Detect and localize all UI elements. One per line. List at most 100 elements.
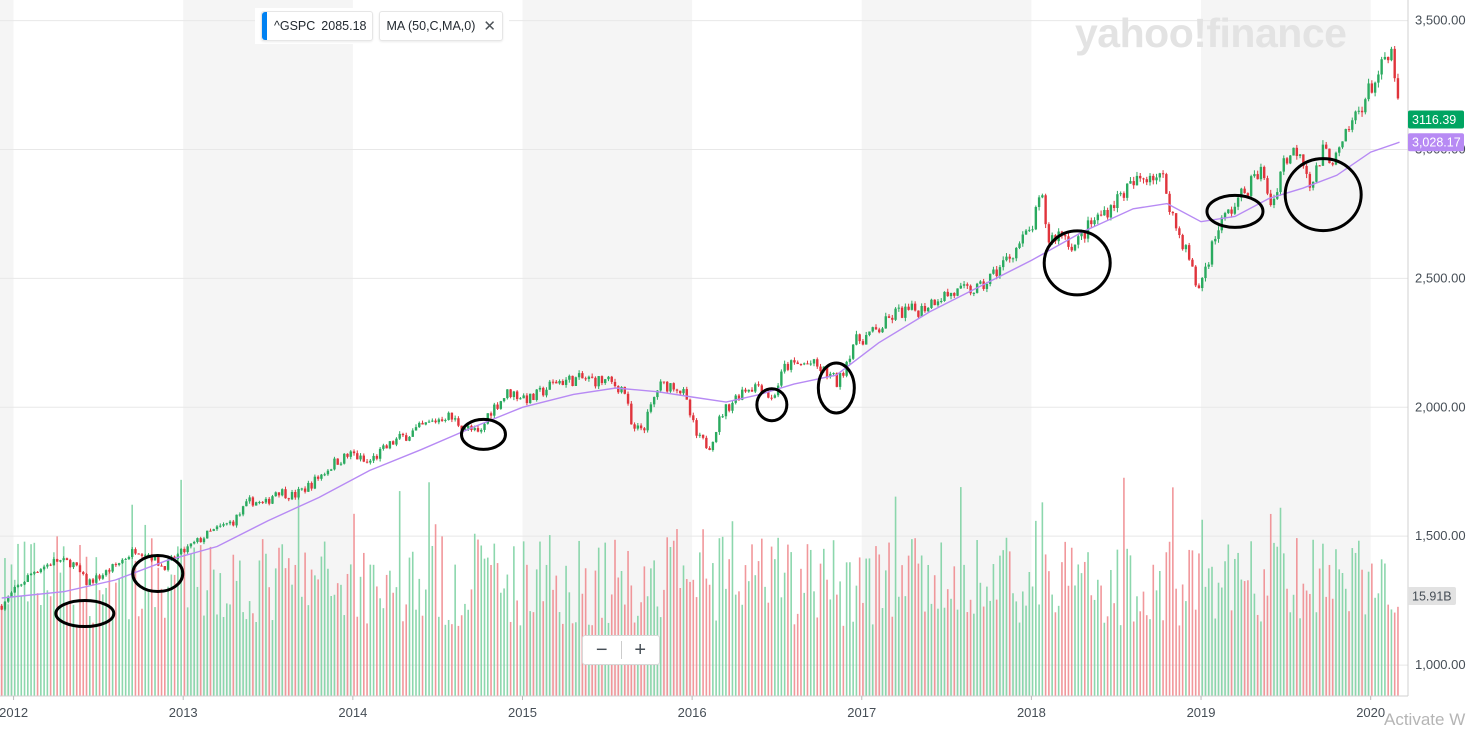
candle-body: [179, 548, 183, 555]
volume-bar: [33, 542, 36, 696]
candle-body: [65, 558, 69, 561]
candle-body: [721, 416, 724, 418]
volume-bar: [1296, 538, 1298, 696]
candle-body: [480, 429, 483, 432]
candle-body: [1227, 209, 1230, 214]
candle-body: [789, 360, 793, 370]
volume-bar: [620, 570, 623, 696]
volume-bar: [845, 562, 848, 696]
volume-bar: [297, 497, 300, 696]
candle-body: [597, 376, 600, 387]
candle-body: [1139, 175, 1142, 179]
candle-body: [228, 521, 232, 524]
candle-body: [313, 476, 317, 489]
candle-body: [398, 433, 401, 439]
candle-body: [378, 448, 382, 459]
candle-body: [85, 574, 88, 585]
volume-bar: [715, 620, 717, 696]
volume-bar: [128, 619, 130, 696]
candle-body: [401, 433, 405, 436]
candle-body: [268, 498, 271, 504]
close-icon[interactable]: ✕: [483, 18, 496, 35]
volume-bar: [1028, 572, 1031, 696]
volume-bar: [330, 595, 332, 696]
indicator-pill[interactable]: MA (50,C,MA,0) ✕: [379, 11, 503, 41]
candle-body: [675, 389, 679, 391]
volume-bar: [203, 615, 205, 696]
volume-bar: [712, 563, 714, 696]
volume-bar: [806, 544, 809, 696]
candle-body: [1148, 175, 1152, 183]
volume-bar: [405, 604, 408, 696]
symbol-pill[interactable]: ^GSPC 2085.18: [261, 11, 374, 41]
candle-body: [1380, 59, 1383, 75]
volume-bar: [692, 579, 695, 696]
volume-bar: [933, 575, 936, 696]
volume-bar: [173, 574, 176, 696]
candle-body: [238, 514, 242, 516]
candle-body: [20, 584, 23, 586]
volume-bar: [118, 579, 120, 696]
volume-bar: [180, 479, 182, 696]
zoom-out-button[interactable]: −: [595, 639, 608, 661]
volume-bar: [757, 561, 760, 696]
zoom-in-button[interactable]: +: [634, 639, 647, 661]
candle-body: [1037, 197, 1041, 208]
candle-body: [241, 506, 245, 515]
candle-body: [431, 420, 434, 422]
candle-body: [101, 575, 105, 579]
volume-bar: [1175, 588, 1177, 696]
volume-bar: [930, 603, 933, 696]
volume-bar: [790, 552, 792, 696]
candle-body: [548, 381, 551, 390]
candle-body: [1002, 260, 1005, 268]
volume-bar: [1119, 625, 1122, 696]
candle-body: [907, 306, 910, 310]
volume-bar: [36, 593, 39, 696]
candle-body: [1125, 183, 1129, 198]
candle-body: [1217, 230, 1220, 239]
volume-bar: [134, 560, 137, 696]
volume-bar: [395, 587, 398, 696]
price-markers: 3116.39 3,028.17 15.91B: [1408, 110, 1464, 605]
candle-body: [564, 379, 568, 385]
candle-body: [333, 458, 336, 470]
volume-bar: [558, 612, 561, 696]
candle-body: [1364, 99, 1367, 113]
volume-bar: [1044, 554, 1047, 696]
volume-bar: [725, 588, 727, 696]
volume-bar: [966, 612, 969, 696]
candle-body: [1344, 129, 1347, 142]
candle-body: [946, 291, 949, 297]
volume-bar: [473, 533, 476, 696]
candle-body: [1008, 256, 1011, 259]
candle-body: [46, 564, 49, 567]
volume-bar: [597, 547, 600, 696]
volume-bar: [232, 554, 235, 696]
candle-body: [134, 549, 137, 554]
candle-body: [848, 358, 852, 362]
volume-bar: [457, 625, 460, 696]
candle-body: [868, 331, 871, 336]
candle-body: [82, 572, 85, 575]
volume-bar: [1335, 549, 1337, 696]
candle-body: [300, 488, 304, 490]
candle-body: [323, 474, 326, 476]
candle-body: [1249, 176, 1253, 196]
candle-body: [786, 363, 790, 370]
candle-body: [166, 559, 170, 570]
candle-body: [727, 404, 731, 411]
candle-body: [460, 425, 463, 430]
volume-bar: [30, 544, 32, 696]
volume-bar: [1116, 549, 1119, 696]
price-marker-box: [1408, 110, 1464, 129]
volume-bar: [385, 574, 388, 696]
candle-body: [891, 317, 894, 320]
volume-bar: [702, 529, 704, 696]
candle-body: [326, 470, 330, 475]
candle-body: [679, 390, 682, 394]
volume-bar: [751, 544, 753, 696]
candle-body: [1370, 83, 1374, 93]
price-marker-label: 3,028.17: [1412, 136, 1461, 150]
